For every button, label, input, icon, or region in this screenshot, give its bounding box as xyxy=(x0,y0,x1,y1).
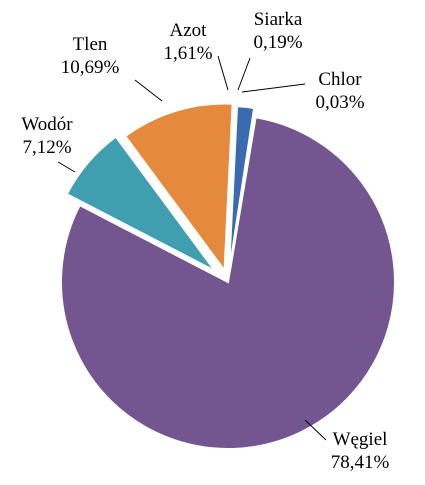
slice-name-label-1: Wodór xyxy=(21,114,73,135)
slice-value-label-4: 0,19% xyxy=(253,32,302,53)
leader-line-2 xyxy=(134,79,163,102)
pie-slice-5 xyxy=(228,107,259,274)
slice-value-label-3: 1,61% xyxy=(163,43,212,64)
leader-line-0 xyxy=(304,419,327,441)
leader-line-3 xyxy=(217,55,229,91)
leader-line-1 xyxy=(57,161,76,173)
leader-lines xyxy=(57,55,327,441)
slice-value-label-2: 10,69% xyxy=(61,57,120,78)
slice-value-label-0: 78,41% xyxy=(331,452,390,473)
slice-name-label-3: Azot xyxy=(170,20,208,41)
slice-name-label-4: Siarka xyxy=(254,9,303,30)
slice-value-label-1: 7,12% xyxy=(22,137,71,158)
leader-line-5 xyxy=(241,83,306,93)
pie-slice-1 xyxy=(65,135,216,272)
pie-slices xyxy=(60,102,396,450)
pie-slice-0 xyxy=(60,116,396,450)
pie-slice-2 xyxy=(123,102,234,274)
slice-name-label-2: Tlen xyxy=(73,34,108,55)
leader-line-4 xyxy=(237,57,251,91)
slice-name-label-5: Chlor xyxy=(318,69,362,90)
slice-name-label-0: Węgiel xyxy=(333,429,388,450)
slice-value-label-5: 0,03% xyxy=(315,92,364,113)
